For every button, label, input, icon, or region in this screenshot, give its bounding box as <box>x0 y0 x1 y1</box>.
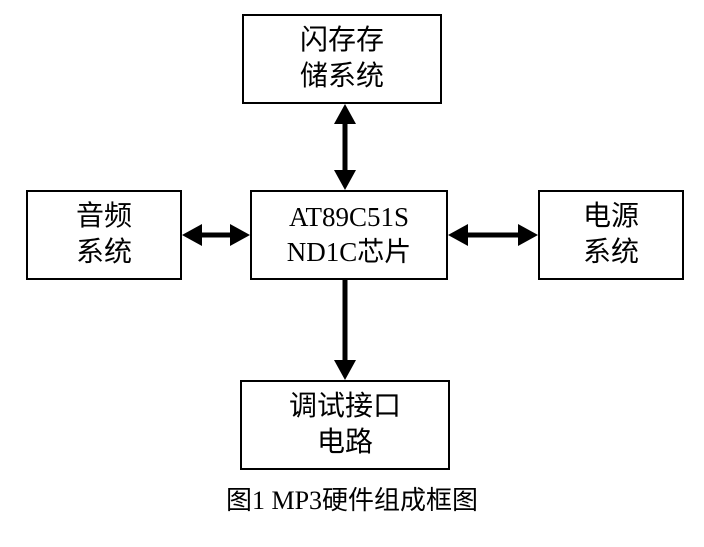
arrow-center-bottom <box>334 280 356 380</box>
caption-text: 图1 MP3硬件组成框图 <box>226 486 478 515</box>
arrows-layer <box>0 0 704 547</box>
arrow-left-center <box>182 224 250 246</box>
figure-caption: 图1 MP3硬件组成框图 <box>0 480 704 517</box>
arrow-top-center <box>334 104 356 190</box>
arrow-center-right <box>448 224 538 246</box>
